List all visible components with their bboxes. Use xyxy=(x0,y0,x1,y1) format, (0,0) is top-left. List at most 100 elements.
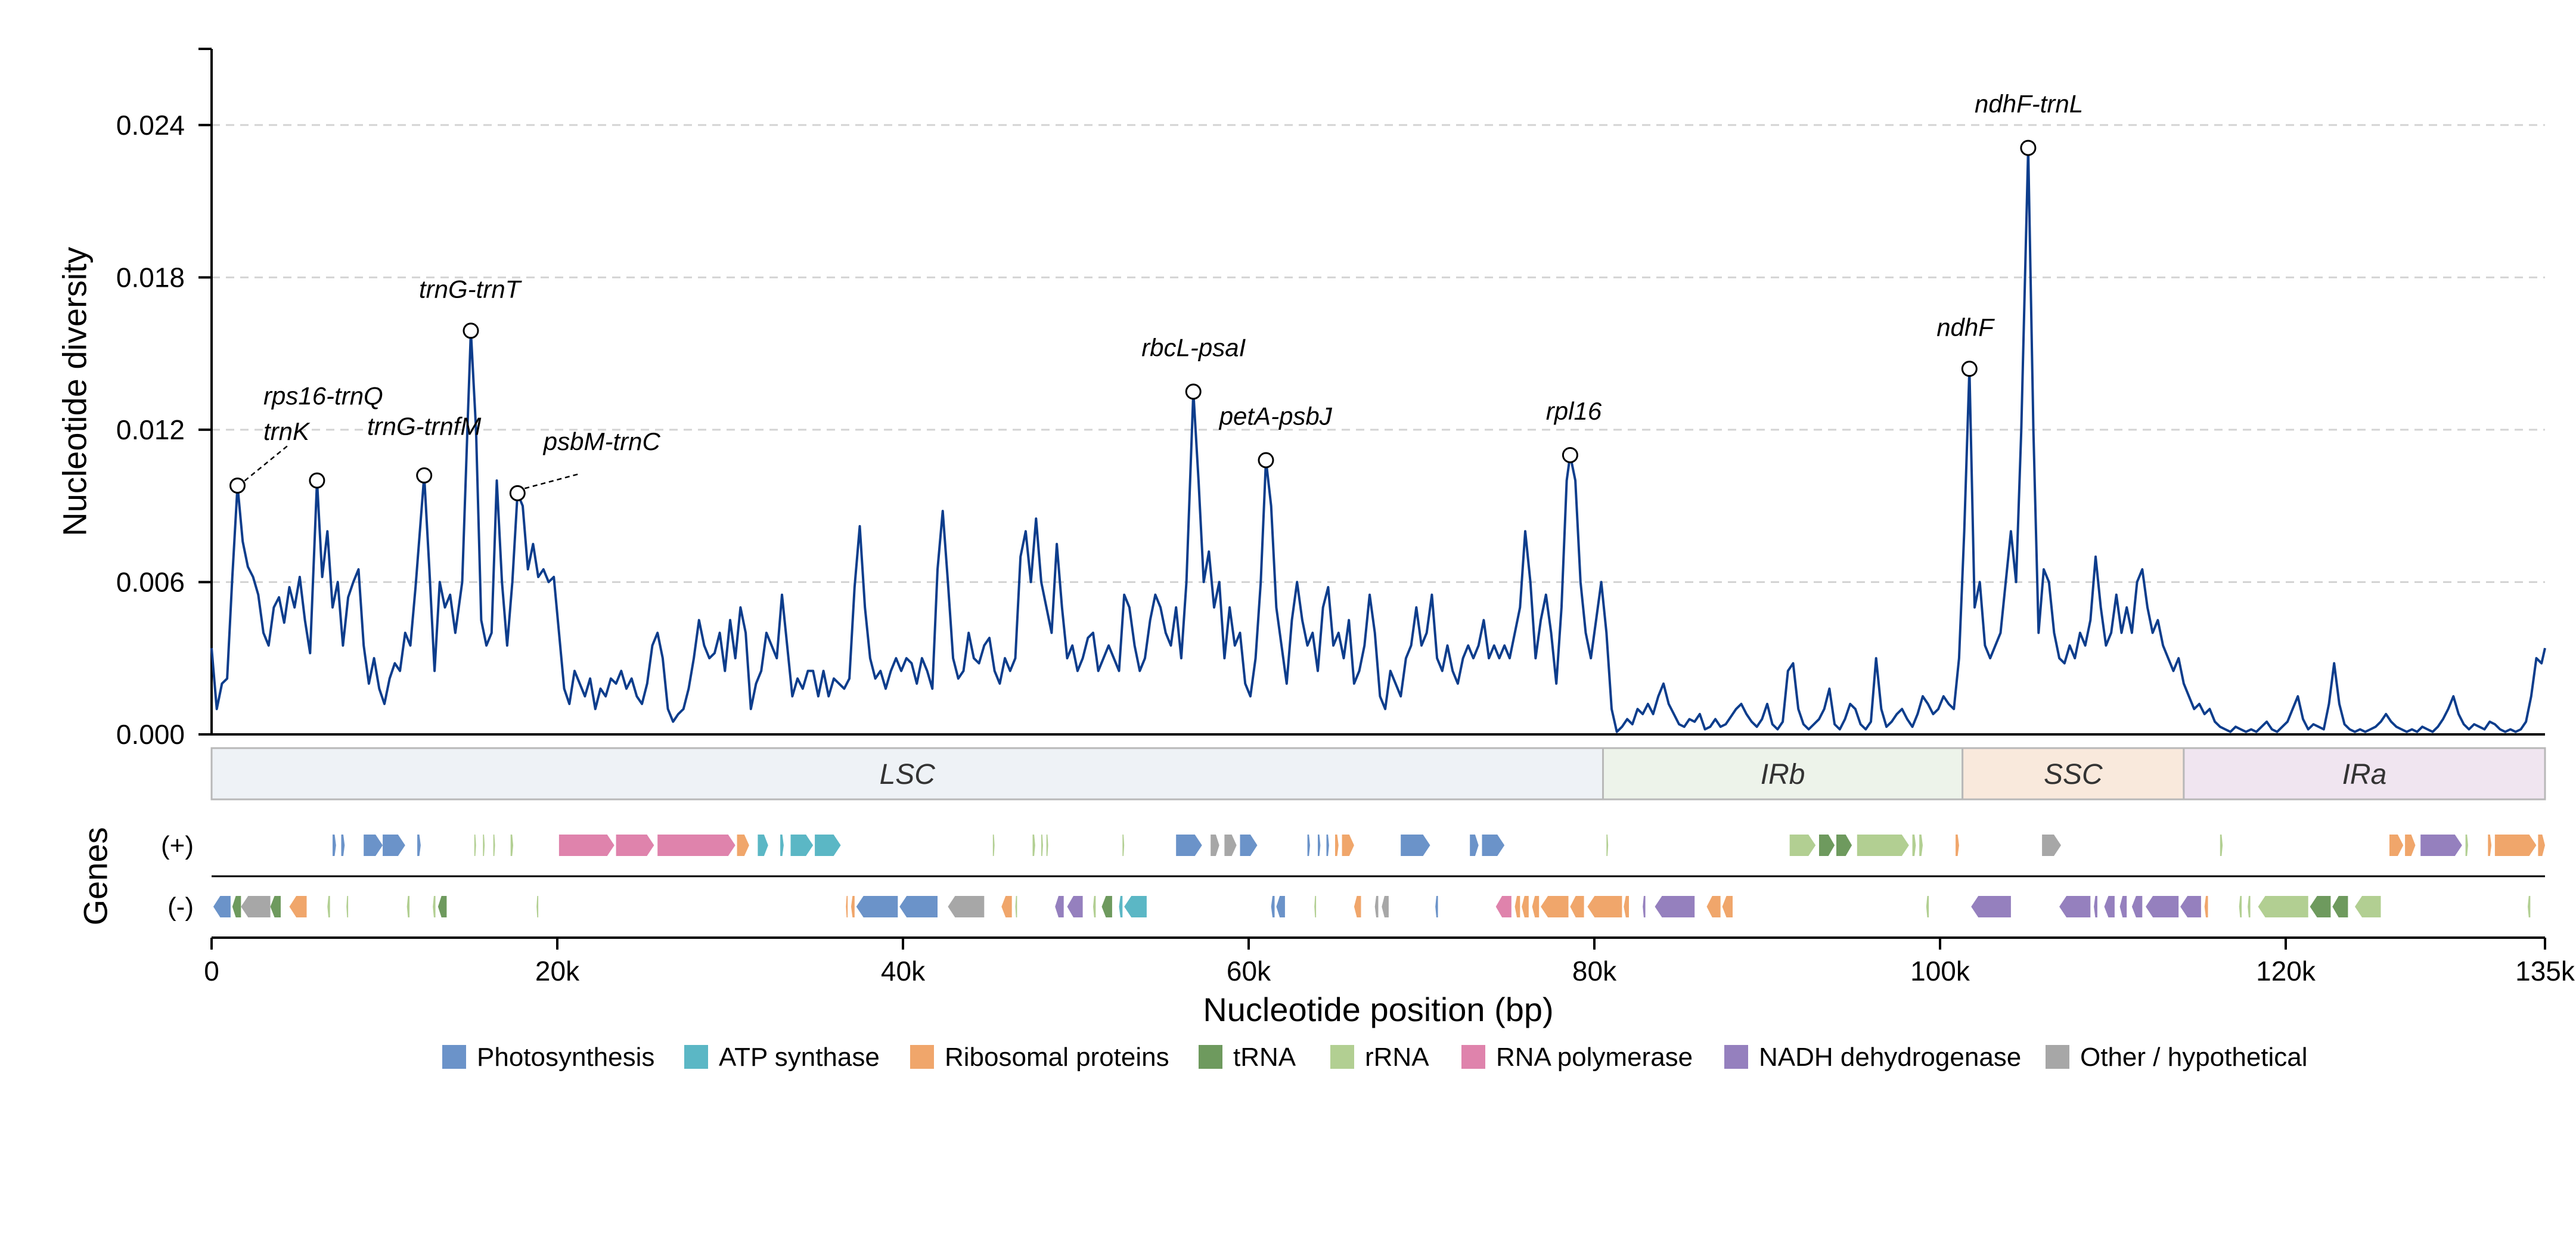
minus-strand-gene xyxy=(437,896,447,917)
minus-strand-gene xyxy=(406,896,410,917)
legend-label: tRNA xyxy=(1233,1043,1296,1072)
minus-strand-gene xyxy=(2528,896,2531,917)
minus-strand-gene xyxy=(1435,896,1438,917)
diversity-line xyxy=(210,147,2546,733)
minus-strand-gene xyxy=(1067,896,1083,917)
peak-marker xyxy=(416,467,433,484)
plus-strand-gene xyxy=(616,835,654,856)
peak-marker xyxy=(2020,139,2037,156)
minus-strand-gene xyxy=(851,896,855,917)
peak-label: rps16-trnQ xyxy=(263,382,383,410)
minus-strand-gene xyxy=(1015,896,1017,917)
legend-label: NADH dehydrogenase xyxy=(1759,1043,2021,1072)
minus-strand-gene xyxy=(213,896,231,917)
minus-strand-gene xyxy=(2258,896,2308,917)
plus-strand-gene xyxy=(1342,835,1354,856)
plus-strand-gene xyxy=(383,835,405,856)
plus-strand-gene xyxy=(2494,835,2537,856)
minus-strand-gene xyxy=(1722,896,1733,917)
peak-label: trnG-trnfM xyxy=(367,412,481,440)
minus-strand-gene xyxy=(232,896,241,917)
plus-strand-gene xyxy=(1335,835,1339,856)
minus-strand-gene xyxy=(899,896,938,917)
minus-strand-gene xyxy=(2104,896,2115,917)
peak-marker xyxy=(1562,446,1578,463)
plus-strand-gene xyxy=(1919,835,1923,856)
plus-strand-gene xyxy=(780,835,784,856)
x-axis-title: Nucleotide position (bp) xyxy=(1203,991,1553,1028)
plus-strand-gene xyxy=(1836,835,1852,856)
minus-strand-gene xyxy=(2332,896,2348,917)
diversity-line-group xyxy=(210,147,2546,733)
minus-strand-gene xyxy=(1570,896,1584,917)
plus-strand-gene xyxy=(2488,835,2492,856)
legend-label: RNA polymerase xyxy=(1496,1043,1693,1072)
plus-strand-gene xyxy=(483,835,485,856)
plus-strand-gene xyxy=(1470,835,1479,856)
plus-strand-gene xyxy=(657,835,735,856)
plus-strand-gene xyxy=(2389,835,2404,856)
minus-strand-gene xyxy=(536,896,539,917)
minus-strand-gene xyxy=(2310,896,2331,917)
plus-strand-gene xyxy=(992,835,995,856)
plus-strand-gene xyxy=(2220,835,2223,856)
peak-marker xyxy=(463,322,479,339)
plus-strand-gene xyxy=(1240,835,1258,856)
peak-annotations: rps16-trnQ trnK trnG-trnfM trnG-trnT psbM-tr… xyxy=(229,89,2083,501)
region-label: IRb xyxy=(1761,759,1805,790)
plus-strand-gene xyxy=(1041,835,1043,856)
minus-strand-gene xyxy=(2239,896,2242,917)
peak-marker xyxy=(509,485,526,501)
plus-strand-gene xyxy=(1606,835,1609,856)
plus-strand-gene xyxy=(1857,835,1909,856)
plus-strand-gene xyxy=(815,835,841,856)
minus-strand-gene xyxy=(1706,896,1721,917)
legend-label: Other / hypothetical xyxy=(2080,1043,2308,1072)
region-label: SSC xyxy=(2044,759,2103,790)
plus-strand-gene xyxy=(1307,835,1310,856)
legend-swatch xyxy=(2046,1045,2069,1069)
plus-strand-gene xyxy=(1326,835,1329,856)
minus-strand-gene xyxy=(1971,896,2011,917)
plus-strand-gene xyxy=(1912,835,1916,856)
y-axis-title: Nucleotide diversity xyxy=(56,247,94,536)
minus-strand-gene xyxy=(1541,896,1569,917)
minus-strand-gene xyxy=(2059,896,2091,917)
peak-label: psbM-trnC xyxy=(542,427,661,455)
plus-strand-gene xyxy=(1956,835,1959,856)
minus-strand-gene xyxy=(1532,896,1540,917)
x-tick-label: 80k xyxy=(1572,956,1617,987)
minus-strand-gene xyxy=(1514,896,1520,917)
y-axis: 0.000 0.006 0.012 0.018 0.024 xyxy=(116,48,2545,750)
peak-label: ndhF-trnL xyxy=(1975,89,2083,117)
minus-strand-gene xyxy=(1354,896,1361,917)
plus-strand-gene xyxy=(417,835,421,856)
minus-strand-gene xyxy=(289,896,307,917)
region-box-irb xyxy=(1602,747,1964,801)
minus-strand-gene xyxy=(1314,896,1317,917)
x-tick-label: 20k xyxy=(535,956,580,987)
plus-strand-gene xyxy=(1211,835,1219,856)
plus-strand-label: (+) xyxy=(161,831,194,860)
plus-strand-gene xyxy=(1789,835,1816,856)
minus-strand-gene xyxy=(2204,896,2208,917)
minus-strand-gene xyxy=(2119,896,2127,917)
peak-marker xyxy=(1961,361,1978,377)
plus-strand-gene xyxy=(790,835,814,856)
plus-strand-gene xyxy=(2405,835,2416,856)
minus-strand-gene xyxy=(433,896,436,917)
peak-marker xyxy=(1258,452,1274,469)
plus-strand-gene xyxy=(1224,835,1237,856)
peak-marker xyxy=(229,477,246,494)
minus-strand-gene xyxy=(270,896,281,917)
gene-map xyxy=(212,835,2545,917)
minus-strand-gene xyxy=(1271,896,1275,917)
minus-strand-gene xyxy=(2146,896,2179,917)
y-tick-label: 0.024 xyxy=(116,110,185,141)
y-tick-label: 0.006 xyxy=(116,566,185,597)
plus-strand-gene xyxy=(2538,835,2545,856)
plus-strand-gene xyxy=(1176,835,1202,856)
y-gridlines xyxy=(212,124,2545,583)
y-tick-label: 0.018 xyxy=(116,262,185,293)
